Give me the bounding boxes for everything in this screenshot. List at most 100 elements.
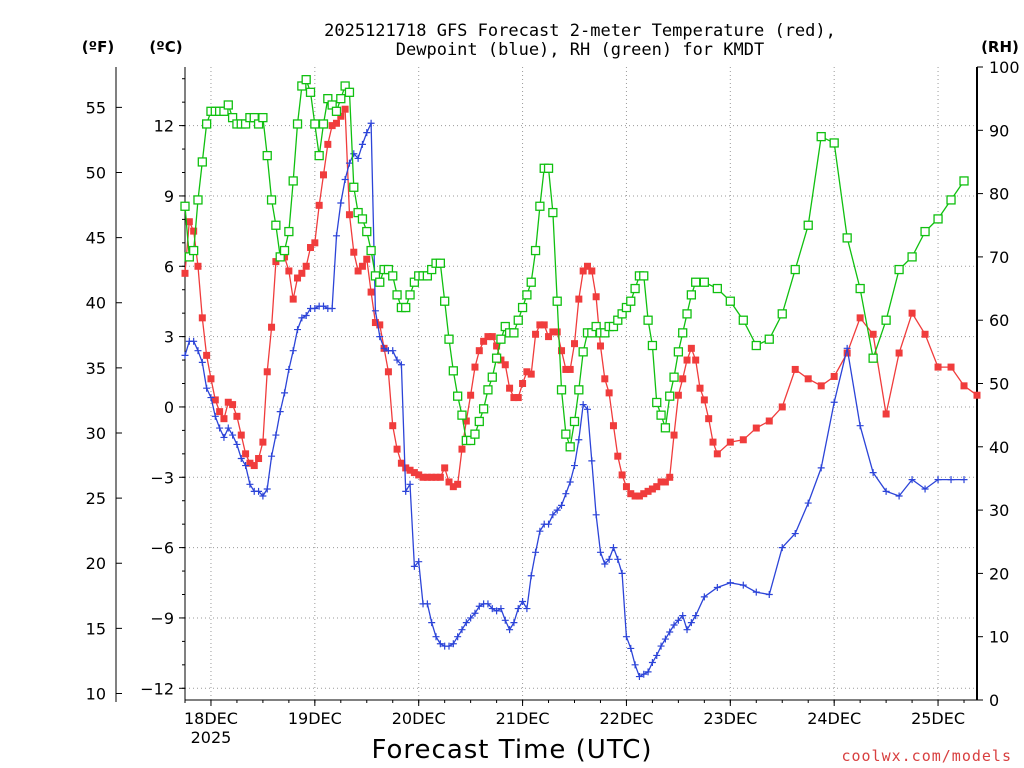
- temperature-point: [484, 333, 492, 341]
- temperature-point: [467, 391, 475, 399]
- rh-point: [933, 214, 943, 224]
- temperature-point: [536, 321, 544, 329]
- dewpoint-point: [869, 469, 877, 477]
- dewpoint-point: [471, 609, 479, 617]
- dewpoint-line: [184, 123, 964, 678]
- rh-point: [279, 245, 290, 256]
- dewpoint-point: [237, 455, 245, 463]
- grid-lines: [185, 67, 977, 700]
- x-tick-label: 18DEC: [184, 709, 238, 728]
- rh-point: [665, 391, 675, 401]
- temperature-point: [294, 274, 302, 282]
- temperature-point: [423, 473, 431, 481]
- dewpoint-point: [575, 436, 583, 444]
- rh-tick-label: 60: [989, 311, 1009, 330]
- temperature-point: [358, 262, 366, 270]
- temperature-point: [640, 490, 648, 498]
- dewpoint-point: [428, 619, 436, 627]
- watermark: coolwx.com/models: [841, 747, 1012, 765]
- temperature-point: [614, 452, 622, 460]
- dewpoint-point: [345, 159, 353, 167]
- dewpoint-point: [198, 358, 206, 366]
- rh-point: [907, 252, 917, 262]
- data-series: [180, 75, 981, 681]
- fahrenheit-tick-label: 15: [86, 619, 106, 638]
- rh-tick-label: 40: [989, 438, 1009, 457]
- temperature-point: [661, 478, 669, 486]
- rh-point: [639, 271, 649, 281]
- temperature-point: [705, 415, 713, 423]
- temperature-point: [289, 295, 297, 303]
- dewpoint-point: [445, 642, 453, 650]
- temperature-point: [618, 471, 626, 479]
- fahrenheit-tick-label: 45: [86, 229, 106, 248]
- temperature-point: [683, 356, 691, 364]
- rh-point: [569, 416, 580, 427]
- rh-point: [517, 302, 528, 313]
- rh-point: [725, 296, 735, 306]
- rh-point: [574, 385, 584, 395]
- temperature-point: [328, 122, 336, 130]
- temperature-point: [869, 330, 877, 338]
- temperature-point: [198, 314, 206, 322]
- rh-point: [310, 119, 320, 129]
- temperature-point: [635, 492, 643, 500]
- temperature-point: [428, 473, 436, 481]
- dewpoint-point: [181, 351, 189, 359]
- temperature-point: [592, 293, 600, 301]
- dewpoint-point: [285, 365, 293, 373]
- temperature-point: [268, 323, 276, 331]
- temperature-point: [692, 356, 700, 364]
- dewpoint-point: [462, 619, 470, 627]
- rh-point: [344, 87, 355, 97]
- rh-tick-label: 10: [989, 628, 1009, 647]
- temperature-point: [601, 375, 609, 383]
- temperature-point: [363, 255, 371, 263]
- rh-point: [362, 226, 372, 237]
- temperature-point: [558, 347, 566, 355]
- celsius-tick-label: 3: [164, 328, 174, 347]
- rh-point: [284, 226, 294, 237]
- rh-point: [682, 309, 692, 319]
- dewpoint-point: [687, 619, 695, 627]
- temperature-point: [674, 391, 682, 399]
- dewpoint-point: [562, 490, 570, 498]
- temperature-point: [493, 342, 501, 350]
- dewpoint-point: [614, 555, 622, 563]
- dewpoint-point: [536, 527, 544, 535]
- dewpoint-point: [644, 668, 652, 676]
- celsius-tick-label: −9: [150, 609, 174, 628]
- temperature-point: [700, 396, 708, 404]
- rh-point: [457, 410, 467, 420]
- temperature-point: [190, 227, 198, 235]
- temperature-point: [272, 258, 280, 266]
- rh-point: [673, 347, 684, 357]
- temperature-point: [514, 394, 522, 402]
- dewpoint-point: [358, 140, 366, 148]
- dewpoint-point: [415, 558, 423, 566]
- rh-point: [790, 264, 800, 275]
- temperature-point: [350, 248, 358, 256]
- rh-tick-label: 70: [989, 248, 1009, 267]
- temperature-point: [553, 328, 561, 336]
- dewpoint-point: [618, 569, 626, 577]
- dewpoint-point: [661, 635, 669, 643]
- temperature-point: [566, 365, 574, 373]
- rh-point: [660, 423, 671, 433]
- temperature-point: [255, 455, 263, 463]
- dewpoint-point: [467, 614, 475, 622]
- dewpoint-point: [683, 626, 691, 634]
- temperature-point: [778, 403, 786, 411]
- rh-point: [535, 201, 545, 211]
- rh-point: [444, 334, 454, 344]
- temperature-point: [670, 431, 678, 439]
- temperature-point: [895, 349, 903, 357]
- temperature-point: [739, 436, 747, 444]
- x-tick-label: 24DEC: [807, 709, 861, 728]
- rh-point: [271, 220, 281, 230]
- dewpoint-point: [354, 154, 362, 162]
- temperature-point: [458, 445, 466, 453]
- dewpoint-point: [605, 555, 613, 563]
- dewpoint-point: [947, 476, 955, 484]
- temperature-point: [220, 415, 228, 423]
